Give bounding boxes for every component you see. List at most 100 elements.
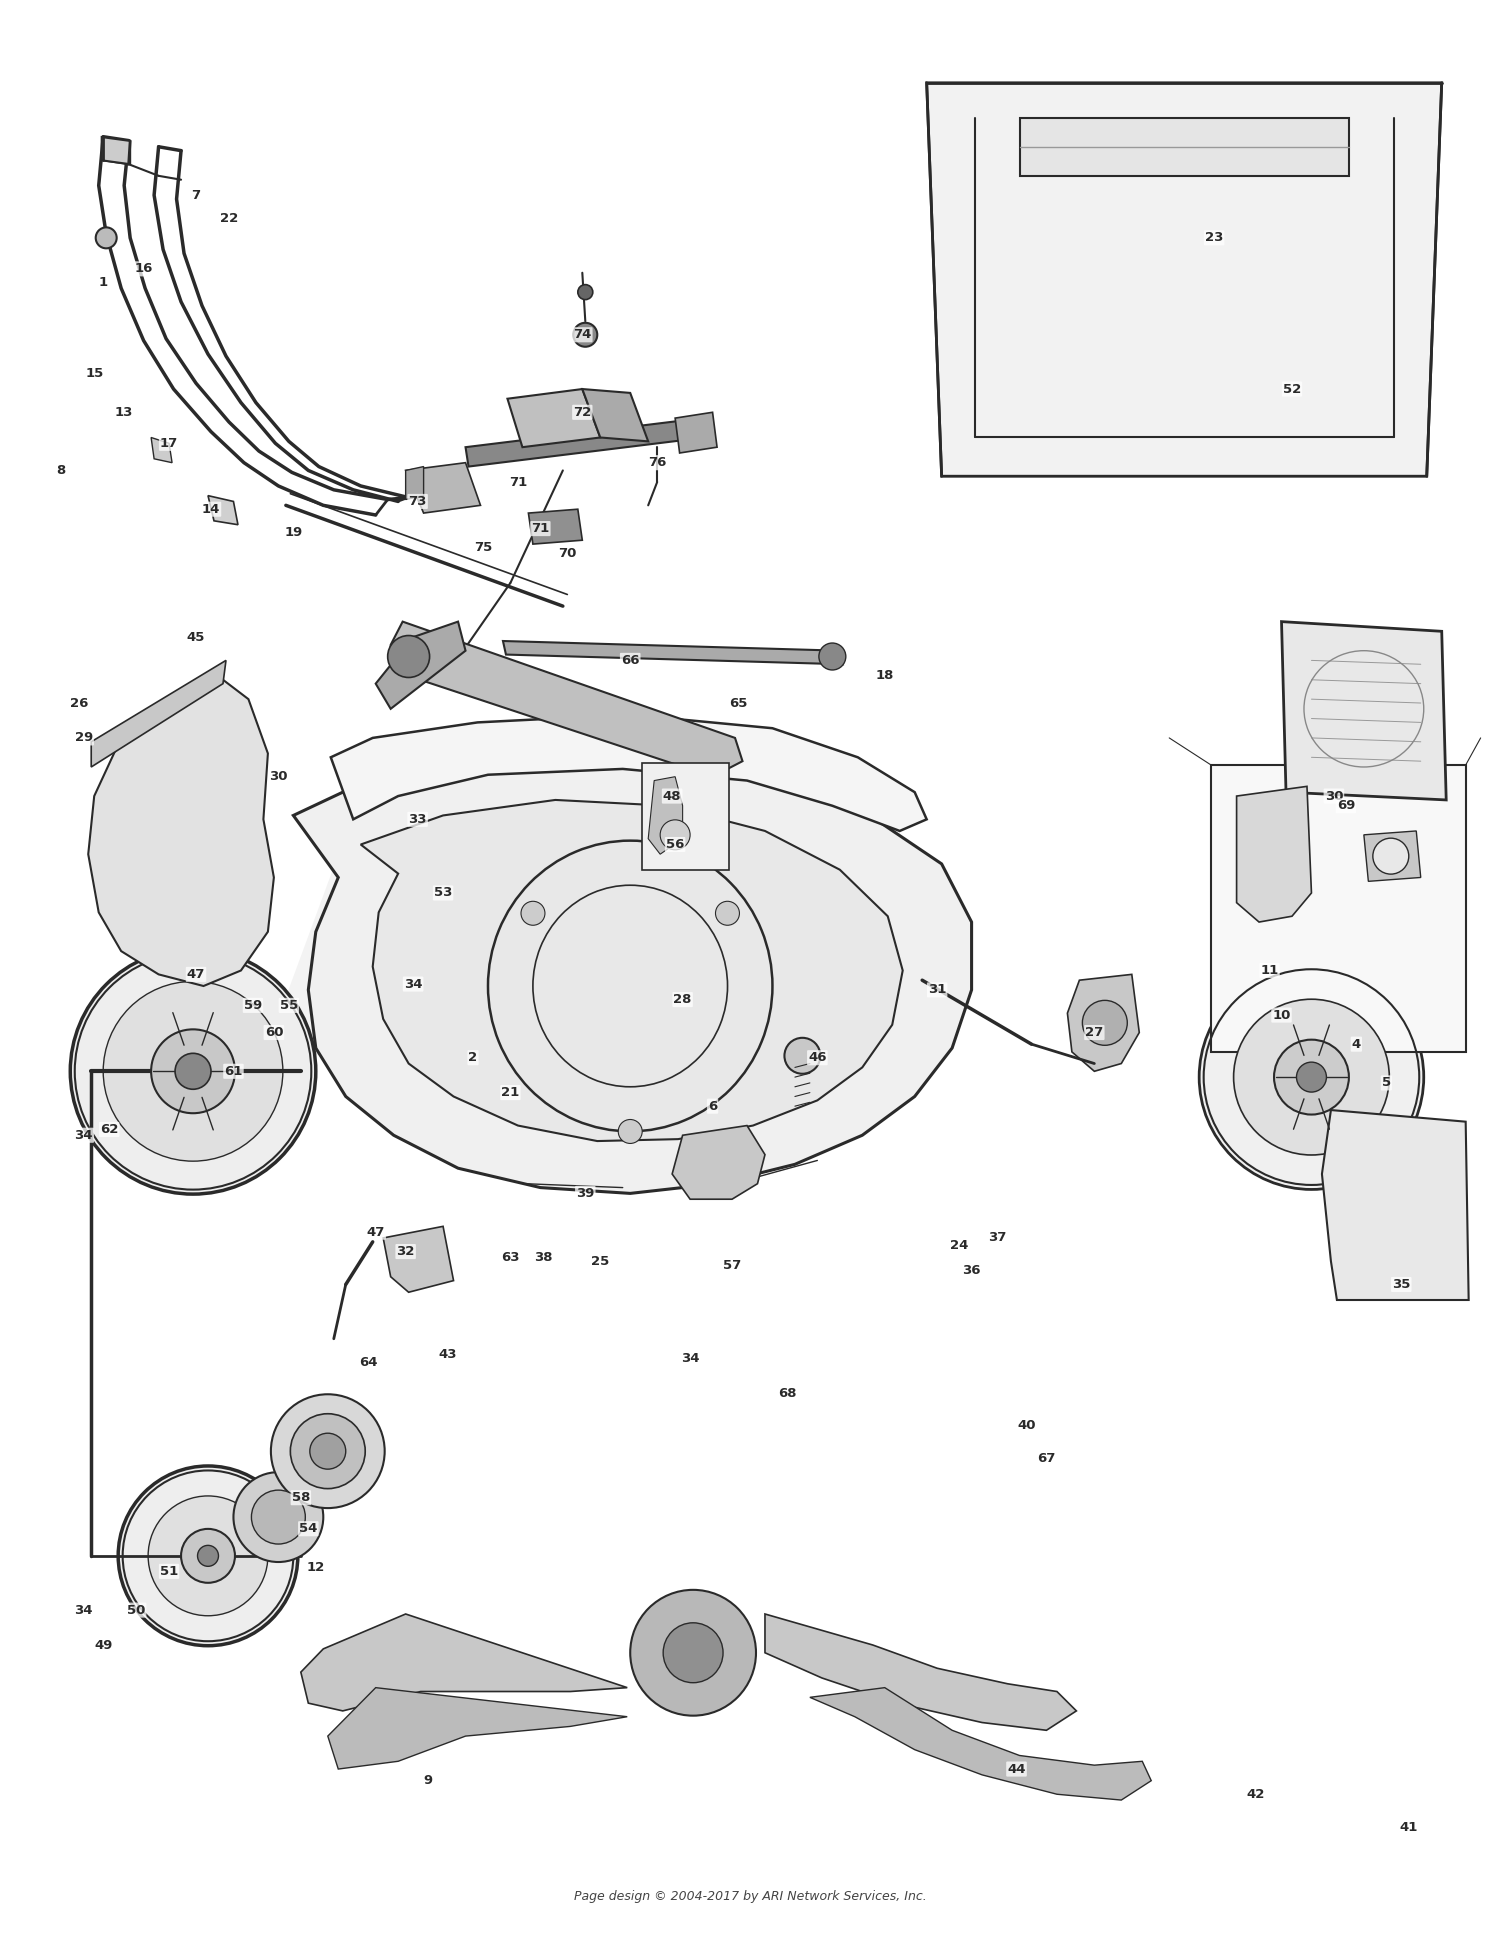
- Text: 39: 39: [576, 1186, 594, 1200]
- Text: 66: 66: [621, 654, 639, 668]
- Polygon shape: [360, 800, 903, 1141]
- Text: 70: 70: [558, 547, 576, 561]
- Circle shape: [663, 1623, 723, 1683]
- Polygon shape: [675, 411, 717, 452]
- Text: 24: 24: [951, 1238, 969, 1252]
- Polygon shape: [1020, 118, 1348, 177]
- Polygon shape: [294, 753, 972, 1194]
- Text: 71: 71: [531, 522, 549, 536]
- Polygon shape: [390, 621, 742, 776]
- Circle shape: [176, 1054, 211, 1089]
- Polygon shape: [375, 621, 465, 708]
- Text: 76: 76: [648, 456, 666, 470]
- Text: 75: 75: [474, 542, 492, 555]
- Text: 37: 37: [988, 1231, 1006, 1244]
- Text: 62: 62: [100, 1124, 118, 1135]
- Circle shape: [70, 949, 316, 1194]
- Text: 15: 15: [86, 367, 104, 380]
- Circle shape: [1274, 1040, 1348, 1114]
- Polygon shape: [92, 660, 226, 767]
- Text: 5: 5: [1382, 1077, 1390, 1089]
- Text: 67: 67: [1038, 1452, 1056, 1465]
- Circle shape: [1198, 965, 1423, 1190]
- Text: 9: 9: [423, 1774, 432, 1788]
- Circle shape: [291, 1413, 364, 1489]
- Text: 65: 65: [729, 697, 747, 710]
- Text: 61: 61: [225, 1066, 243, 1077]
- Text: 49: 49: [94, 1638, 112, 1652]
- Circle shape: [578, 285, 592, 299]
- Text: 19: 19: [284, 526, 303, 540]
- Polygon shape: [648, 776, 682, 854]
- Polygon shape: [405, 462, 480, 512]
- Text: 10: 10: [1272, 1009, 1290, 1021]
- Polygon shape: [88, 679, 274, 986]
- Text: 71: 71: [509, 476, 526, 489]
- Circle shape: [1296, 1062, 1326, 1093]
- Text: 33: 33: [408, 813, 428, 825]
- Text: 51: 51: [160, 1564, 178, 1578]
- Text: 55: 55: [279, 1000, 298, 1011]
- Text: 42: 42: [1246, 1788, 1264, 1801]
- Circle shape: [784, 1038, 820, 1073]
- Polygon shape: [672, 1126, 765, 1200]
- Text: 1: 1: [99, 276, 108, 289]
- Polygon shape: [927, 83, 1442, 476]
- Text: 14: 14: [202, 503, 220, 516]
- Text: 40: 40: [1017, 1419, 1036, 1432]
- Circle shape: [630, 1590, 756, 1716]
- Text: 32: 32: [396, 1244, 416, 1258]
- Circle shape: [272, 1394, 384, 1508]
- Text: 46: 46: [808, 1052, 826, 1064]
- Circle shape: [660, 819, 690, 850]
- Text: 43: 43: [438, 1347, 458, 1361]
- Text: 69: 69: [1336, 800, 1354, 811]
- Text: 30: 30: [1324, 790, 1342, 802]
- Text: 36: 36: [963, 1264, 981, 1277]
- Text: 31: 31: [928, 984, 946, 996]
- Circle shape: [152, 1029, 236, 1114]
- Text: 68: 68: [778, 1386, 796, 1399]
- Text: 13: 13: [116, 406, 134, 419]
- Text: 23: 23: [1204, 231, 1224, 245]
- Text: 73: 73: [408, 495, 428, 509]
- Text: 38: 38: [534, 1250, 552, 1264]
- Circle shape: [387, 635, 429, 677]
- Text: Page design © 2004-2017 by ARI Network Services, Inc.: Page design © 2004-2017 by ARI Network S…: [573, 1891, 927, 1904]
- Polygon shape: [528, 509, 582, 543]
- Text: 18: 18: [876, 670, 894, 683]
- Text: 34: 34: [75, 1130, 93, 1141]
- Polygon shape: [382, 1227, 453, 1293]
- Text: 64: 64: [358, 1355, 378, 1368]
- Text: 27: 27: [1084, 1027, 1104, 1038]
- Text: 30: 30: [268, 771, 288, 782]
- Text: 59: 59: [244, 1000, 262, 1011]
- Text: 34: 34: [404, 978, 423, 990]
- Circle shape: [96, 227, 117, 248]
- Text: 7: 7: [192, 188, 201, 202]
- Text: 6: 6: [708, 1101, 717, 1112]
- Polygon shape: [209, 495, 238, 524]
- Text: ARI: ARI: [262, 821, 847, 1120]
- Text: 63: 63: [501, 1250, 519, 1264]
- Polygon shape: [328, 1687, 627, 1768]
- Text: 72: 72: [573, 406, 591, 419]
- Circle shape: [234, 1471, 324, 1563]
- Text: 47: 47: [366, 1225, 386, 1238]
- Text: 50: 50: [128, 1603, 146, 1617]
- Circle shape: [520, 901, 544, 926]
- Bar: [642, 763, 729, 870]
- Polygon shape: [465, 417, 705, 466]
- Circle shape: [573, 322, 597, 347]
- Polygon shape: [405, 466, 423, 499]
- Text: 12: 12: [306, 1561, 326, 1574]
- Circle shape: [148, 1497, 268, 1615]
- Polygon shape: [1068, 974, 1140, 1071]
- Text: 44: 44: [1008, 1762, 1026, 1776]
- Text: 47: 47: [188, 969, 206, 980]
- Polygon shape: [1364, 831, 1420, 881]
- Polygon shape: [1236, 786, 1311, 922]
- Circle shape: [252, 1491, 306, 1543]
- Polygon shape: [152, 437, 172, 462]
- Polygon shape: [582, 388, 648, 441]
